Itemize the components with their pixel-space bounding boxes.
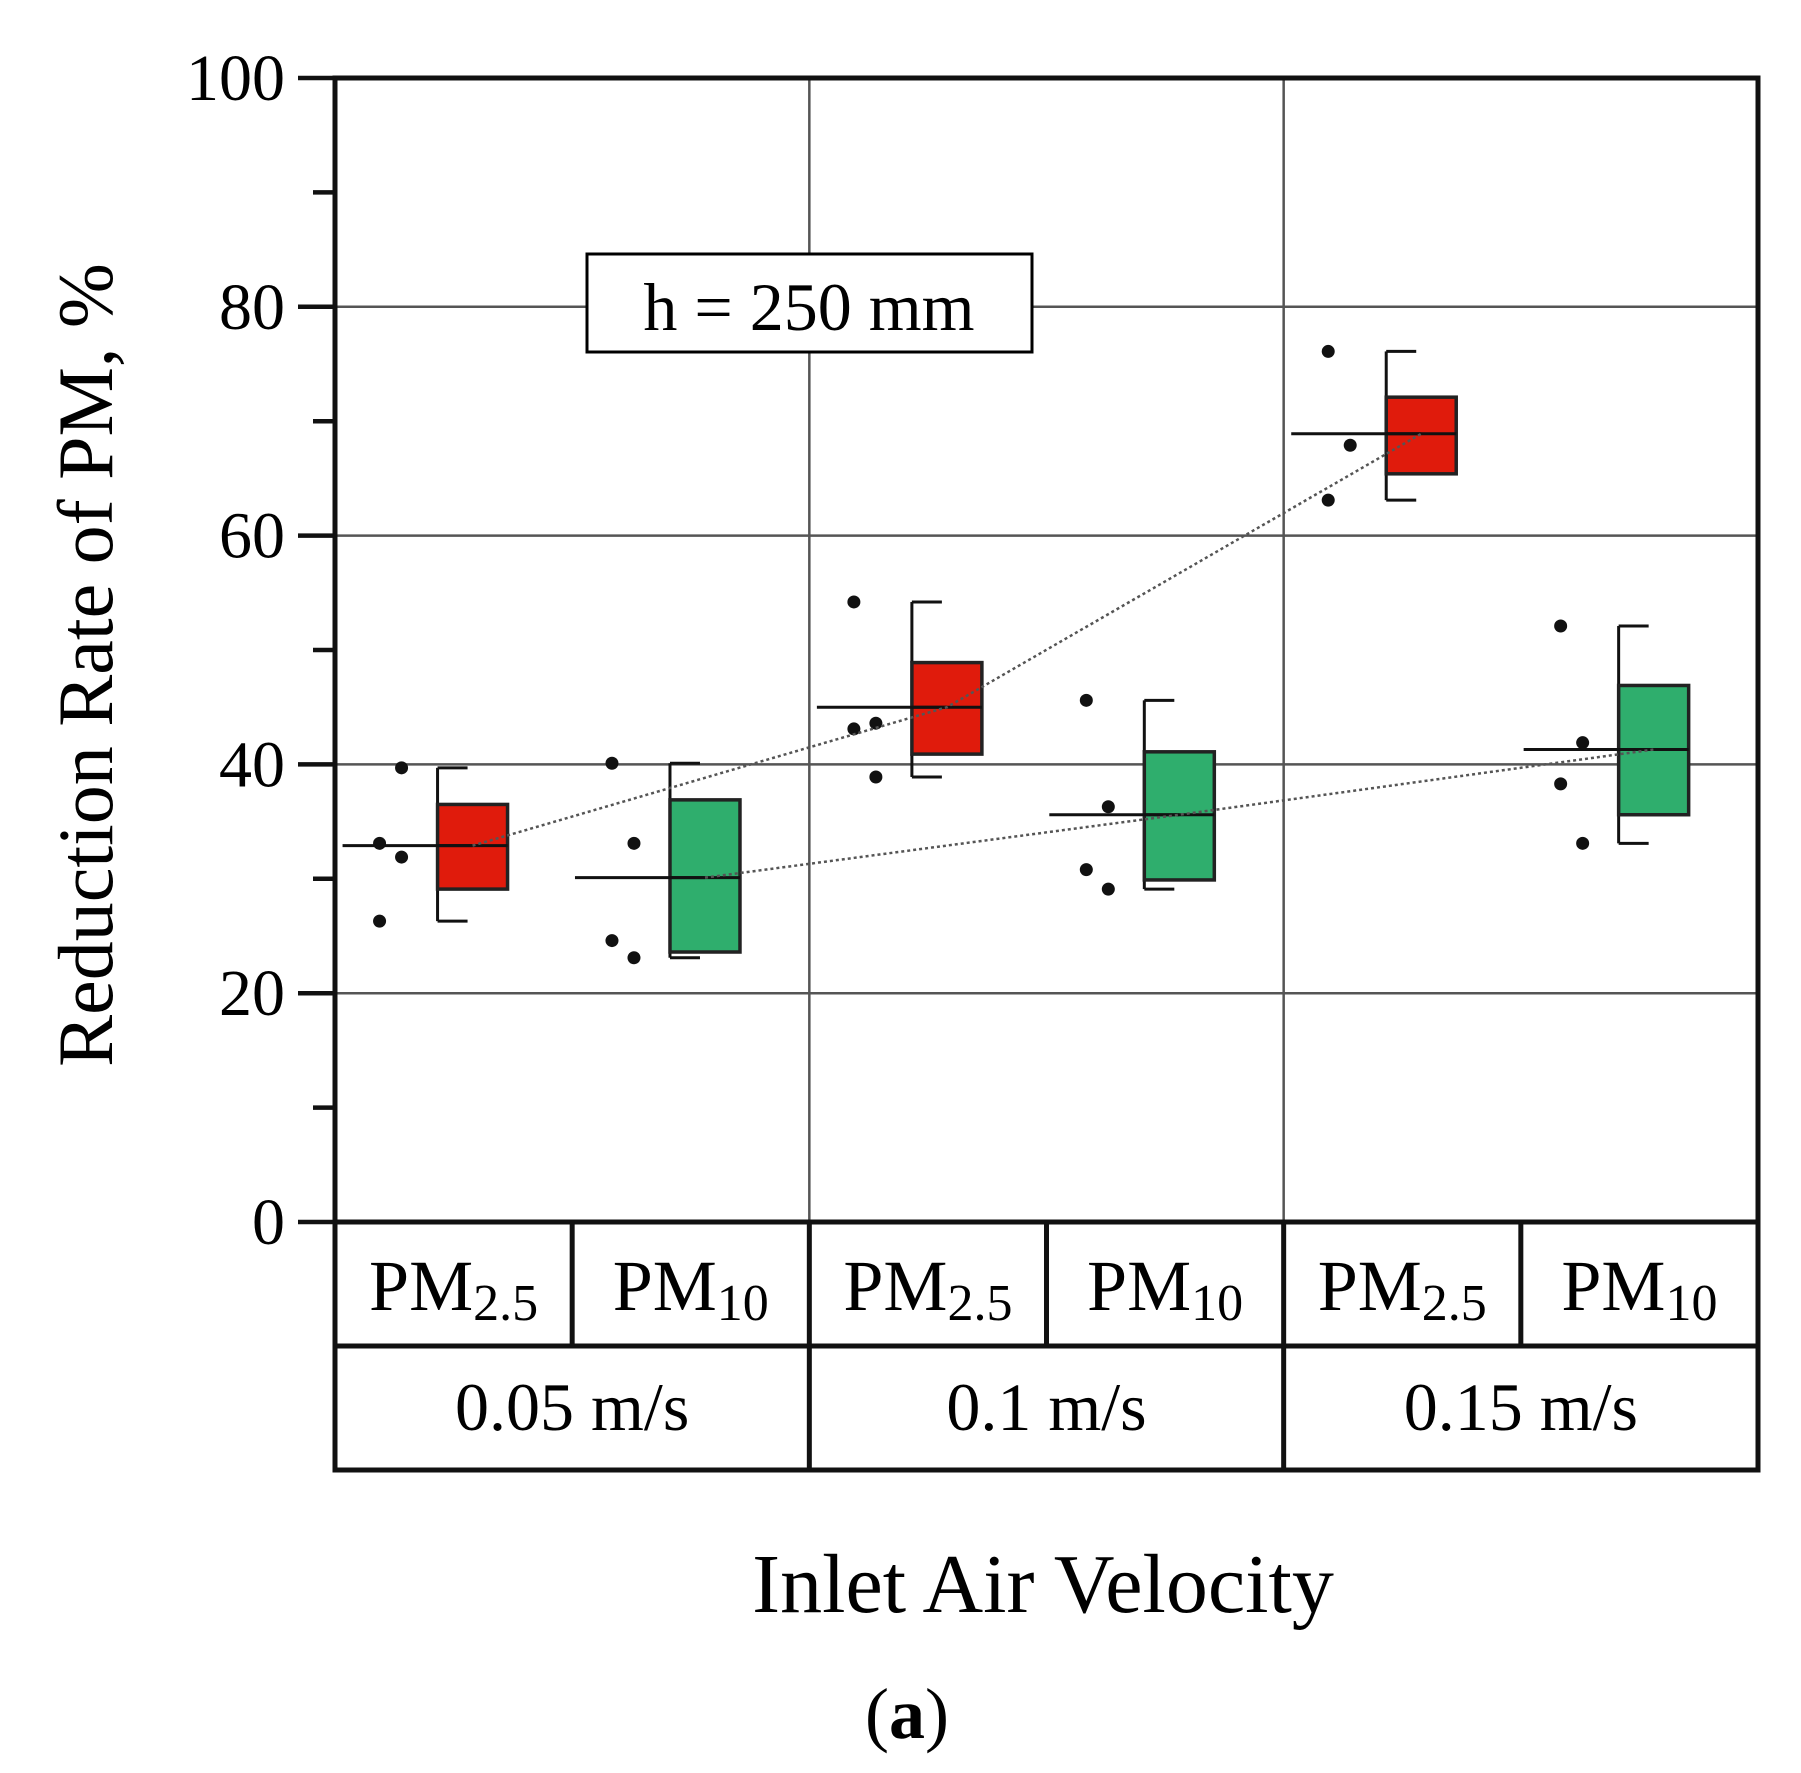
data-point: [1554, 777, 1568, 791]
panel-label: (a): [865, 1674, 949, 1754]
velocity-label: 0.05 m/s: [455, 1369, 689, 1445]
data-point: [373, 914, 387, 928]
y-tick-label: 60: [219, 500, 285, 573]
data-point: [1079, 863, 1093, 877]
data-point: [627, 836, 641, 850]
data-point: [869, 716, 883, 730]
annotation-text: h = 250 mm: [643, 269, 974, 345]
y-axis: 0 20 40 60 80 100: [186, 42, 335, 1259]
data-point: [1576, 836, 1590, 850]
data-point: [1079, 693, 1093, 707]
data-point: [627, 951, 641, 965]
data-point: [373, 836, 387, 850]
data-point: [1321, 493, 1335, 507]
data-point: [395, 850, 409, 864]
trend-line: [472, 432, 1422, 847]
category-label: PM2.5: [843, 1246, 1012, 1332]
box: [668, 798, 742, 954]
data-point: [1101, 800, 1115, 814]
category-label: PM2.5: [1318, 1246, 1487, 1332]
y-axis-title: Reduction Rate of PM, %: [42, 263, 129, 1067]
data-point: [605, 934, 619, 948]
y-tick-label: 0: [252, 1186, 285, 1259]
data-point: [1576, 736, 1590, 750]
category-label: PM10: [1561, 1246, 1717, 1332]
y-tick-label: 40: [219, 728, 285, 801]
y-tick-label: 80: [219, 271, 285, 344]
category-label: PM2.5: [369, 1246, 538, 1332]
data-point: [1101, 882, 1115, 896]
data-point: [847, 595, 861, 609]
data-point: [869, 770, 883, 784]
box: [1384, 395, 1458, 476]
data-point: [605, 756, 619, 770]
y-tick-label: 20: [219, 957, 285, 1030]
category-label: PM10: [1087, 1246, 1243, 1332]
data-point: [847, 722, 861, 736]
x-axis-title: Inlet Air Velocity: [752, 1538, 1334, 1631]
data-point: [1321, 344, 1335, 358]
annotation-box: h = 250 mm: [585, 252, 1034, 354]
panel-letter: a: [889, 1674, 925, 1754]
y-tick-label: 100: [186, 42, 285, 115]
category-table: PM2.5 PM10 0.05 m/s PM2.5 PM10 0.1 m/s PM2.5 PM…: [332, 1219, 1761, 1473]
velocity-label: 0.15 m/s: [1404, 1369, 1638, 1445]
box-plot-series: [342, 344, 1691, 965]
data-point: [1554, 619, 1568, 633]
data-point: [395, 761, 409, 775]
velocity-label: 0.1 m/s: [946, 1369, 1146, 1445]
data-point: [1343, 438, 1357, 452]
category-label: PM10: [613, 1246, 769, 1332]
